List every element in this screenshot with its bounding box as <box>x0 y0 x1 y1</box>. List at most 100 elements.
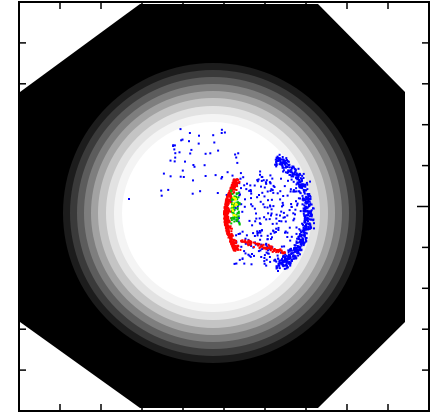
fill-hit <box>296 204 299 207</box>
fill-hit <box>299 229 302 232</box>
fill-hit <box>240 187 242 190</box>
fill-hit <box>279 262 282 265</box>
arc-hit <box>310 203 313 206</box>
dense-hit <box>227 200 230 203</box>
fill-hit <box>292 212 295 215</box>
arc-hit <box>309 195 312 198</box>
arc-hit <box>277 270 279 272</box>
fill-hit <box>254 220 257 223</box>
arc-hit <box>309 223 312 226</box>
arc-hit <box>290 253 293 255</box>
arc-hit <box>282 158 285 161</box>
arc-hit <box>278 153 281 156</box>
fill-hit <box>240 203 243 206</box>
fill-hit <box>259 173 261 176</box>
fill-hit <box>267 249 269 252</box>
denser-hit <box>237 192 240 195</box>
sparse-hit <box>188 132 191 134</box>
arc-hit <box>298 179 301 182</box>
fill-hit <box>237 217 240 220</box>
arc-hit <box>309 215 311 218</box>
fill-hit <box>270 212 273 215</box>
arc-hit <box>280 158 283 161</box>
dense-hit <box>233 248 236 251</box>
arc-hit <box>279 161 282 164</box>
sparse-hit <box>191 192 194 195</box>
fill-hit <box>266 252 269 255</box>
dense-hit <box>226 231 229 234</box>
sparse-hit <box>167 188 170 191</box>
sparse-hit <box>221 176 224 178</box>
fill-hit <box>261 248 264 250</box>
arc-hit <box>296 252 299 255</box>
fill-hit <box>275 217 278 220</box>
arc-hit <box>307 210 309 213</box>
densest-hit <box>231 208 234 211</box>
arc-hit <box>298 248 301 251</box>
fill-hit <box>270 238 273 240</box>
arc-hit <box>292 254 295 257</box>
arc-hit <box>303 190 306 193</box>
fill-hit <box>278 220 281 222</box>
dense-hit <box>238 180 241 183</box>
fill-hit <box>283 216 286 219</box>
fill-hit <box>241 230 244 233</box>
dense-hit <box>232 180 235 183</box>
denser-hit <box>237 212 240 215</box>
arc-hit <box>292 180 295 183</box>
arc-hit <box>304 238 307 241</box>
dense-hit <box>236 246 239 249</box>
fill-hit <box>243 250 246 253</box>
fill-hit <box>279 198 282 201</box>
fill-hit <box>248 219 251 222</box>
arc-hit <box>302 241 305 244</box>
fill-hit <box>244 252 247 255</box>
fill-hit <box>259 223 262 225</box>
dense-hit <box>283 251 286 254</box>
dense-hit <box>240 240 243 243</box>
arc-hit <box>290 178 293 181</box>
dense-hit <box>232 238 235 241</box>
arc-hit <box>300 244 303 247</box>
dense-hit <box>228 232 231 235</box>
arc-hit <box>306 206 309 209</box>
dense-hit <box>277 251 280 254</box>
fill-hit <box>274 259 277 262</box>
arc-hit <box>294 250 297 253</box>
fill-hit <box>259 249 262 252</box>
arc-hit <box>275 156 278 159</box>
arc-hit <box>278 163 281 166</box>
arc-hit <box>288 248 291 251</box>
densest-hit <box>231 205 234 208</box>
arc-hit <box>297 236 300 239</box>
arc-hit <box>295 241 298 244</box>
sparse-hit <box>197 142 200 145</box>
fill-hit <box>283 185 286 188</box>
dense-hit <box>223 211 226 214</box>
arc-hit <box>290 247 292 250</box>
dense-hit <box>225 199 228 202</box>
dense-hit <box>229 199 231 202</box>
sparse-hit <box>160 189 163 192</box>
dense-hit <box>226 201 228 204</box>
denser-hit <box>236 218 239 221</box>
dense-hit <box>231 241 233 244</box>
arc-hit <box>294 247 297 249</box>
arc-hit <box>299 192 302 195</box>
arc-hit <box>302 212 305 215</box>
arc-hit <box>299 185 302 188</box>
arc-hit <box>303 198 306 201</box>
dense-hit <box>229 236 232 239</box>
arc-hit <box>281 166 284 169</box>
arc-hit <box>307 225 310 228</box>
dense-hit <box>253 241 256 244</box>
arc-hit <box>307 228 310 231</box>
arc-hit <box>301 197 304 200</box>
arc-hit <box>291 167 293 169</box>
fill-hit <box>250 190 252 193</box>
dense-hit <box>232 178 235 181</box>
arc-hit <box>302 223 304 226</box>
fill-hit <box>292 189 295 192</box>
fill-hit <box>279 214 281 217</box>
